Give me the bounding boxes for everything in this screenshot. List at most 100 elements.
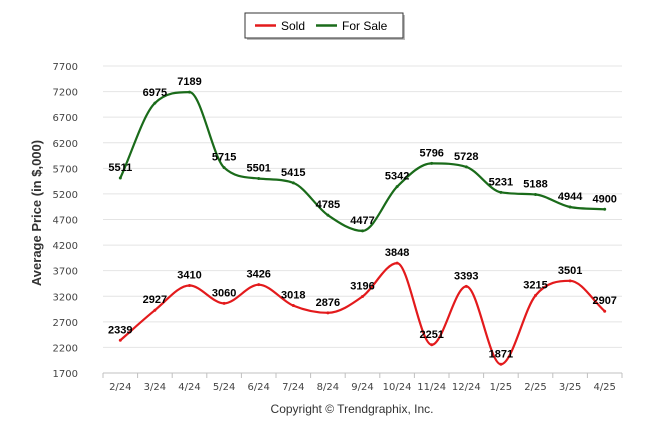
data-point-sold: [603, 309, 607, 313]
y-tick-label: 1700: [53, 369, 78, 380]
data-point-for-sale: [464, 165, 468, 169]
y-tick-label: 7700: [53, 62, 78, 73]
data-point-for-sale: [188, 90, 191, 94]
data-point-for-sale: [361, 229, 364, 233]
data-label-for-sale: 5511: [108, 162, 132, 174]
x-tick-label: 2/24: [109, 382, 131, 393]
x-tick-label: 4/24: [178, 382, 200, 393]
data-point-sold: [291, 304, 295, 308]
x-axis: 2/24 3/24 4/24 5/24 6/24 7/24 8/24 9/24 10/24 11/…: [102, 372, 623, 393]
y-tick-label: 2700: [53, 318, 78, 329]
data-label-sold: 2339: [108, 324, 132, 336]
data-point-sold: [222, 301, 226, 305]
x-tick-label: 2/25: [524, 382, 546, 393]
data-point-for-sale: [257, 177, 261, 181]
data-label-sold: 2876: [316, 297, 340, 309]
data-label-sold: 1871: [489, 348, 513, 360]
data-point-sold: [326, 311, 330, 315]
x-tick-label: 7/24: [282, 382, 304, 393]
data-label-for-sale: 4900: [592, 193, 616, 205]
y-tick-label: 6200: [53, 139, 78, 150]
data-point-sold: [395, 261, 399, 265]
data-point-for-sale: [222, 166, 226, 170]
x-tick-label: 3/24: [144, 382, 166, 393]
data-point-for-sale: [326, 213, 330, 217]
y-tick-label: 3700: [53, 267, 78, 278]
data-point-for-sale: [153, 101, 157, 105]
series-sold: 2339 2927 3410 3060 3426 3018 2876 3196 3848 2251…: [108, 247, 617, 366]
data-point-sold: [257, 283, 261, 287]
y-tick-label: 4700: [53, 216, 78, 227]
data-label-sold: 3060: [212, 287, 236, 299]
data-label-for-sale: 4785: [316, 199, 340, 211]
x-tick-label: 11/24: [417, 382, 446, 393]
data-label-for-sale: 5415: [281, 167, 305, 179]
x-tick-label: 8/24: [317, 382, 339, 393]
y-tick-label: 3200: [53, 292, 78, 303]
data-point-for-sale: [603, 207, 607, 211]
data-point-sold: [568, 279, 572, 283]
data-label-for-sale: 5715: [212, 152, 236, 164]
y-tick-label: 4200: [53, 241, 78, 252]
data-label-sold: 2927: [143, 294, 167, 306]
data-label-sold: 2251: [419, 329, 443, 341]
data-point-sold: [188, 284, 191, 288]
data-label-sold: 3426: [246, 269, 270, 281]
data-point-for-sale: [118, 176, 122, 180]
data-point-sold: [361, 294, 364, 298]
data-label-for-sale: 6975: [143, 87, 167, 99]
data-point-for-sale: [291, 181, 295, 185]
data-label-for-sale: 5501: [246, 163, 270, 175]
series-for-sale: 5511 6975 7189 5715 5501 5415 4785 4477 5342 5796…: [108, 76, 617, 233]
data-label-sold: 3196: [350, 280, 374, 292]
data-point-sold: [534, 293, 537, 297]
data-point-sold: [499, 362, 503, 366]
data-label-sold: 3410: [177, 270, 201, 282]
data-label-sold: 3215: [523, 279, 547, 291]
data-point-for-sale: [395, 185, 399, 189]
data-label-sold: 2907: [592, 295, 616, 307]
x-tick-label: 3/25: [559, 382, 581, 393]
y-tick-label: 2200: [53, 343, 78, 354]
legend[interactable]: Sold For Sale: [244, 12, 405, 40]
data-point-for-sale: [430, 161, 434, 165]
data-label-for-sale: 5231: [489, 176, 513, 188]
x-tick-label: 6/24: [247, 382, 269, 393]
data-label-for-sale: 5342: [385, 171, 409, 183]
data-label-for-sale: 4477: [350, 215, 374, 227]
data-label-for-sale: 7189: [177, 76, 201, 88]
series-line-sold: [119, 262, 606, 366]
data-point-sold: [430, 343, 434, 347]
x-tick-label: 5/24: [213, 382, 235, 393]
data-label-for-sale: 4944: [558, 191, 583, 203]
data-label-for-sale: 5188: [523, 179, 547, 191]
data-label-for-sale: 5728: [454, 151, 478, 163]
data-point-for-sale: [534, 193, 537, 197]
data-label-sold: 3018: [281, 290, 305, 302]
y-tick-label: 7200: [53, 88, 78, 99]
y-tick-label: 5200: [53, 190, 78, 201]
legend-label-for-sale: For Sale: [342, 19, 388, 33]
x-tick-label: 1/25: [490, 382, 512, 393]
data-point-sold: [153, 308, 157, 312]
data-label-for-sale: 5796: [419, 147, 443, 159]
data-point-for-sale: [499, 190, 503, 194]
x-tick-label: 9/24: [351, 382, 373, 393]
y-axis: 1700 2200 2700 3200 3700 4200 4700 5200 5700 6200…: [53, 62, 78, 380]
x-tick-label: 10/24: [383, 382, 412, 393]
y-axis-title: Average Price (in $,000): [29, 140, 44, 286]
data-label-sold: 3848: [385, 247, 409, 259]
copyright-credit: Copyright © Trendgraphix, Inc.: [271, 402, 434, 416]
series: 2339 2927 3410 3060 3426 3018 2876 3196 3848 2251…: [108, 76, 617, 366]
y-tick-label: 5700: [53, 164, 78, 175]
data-point-for-sale: [568, 205, 572, 209]
y-tick-label: 6700: [53, 113, 78, 124]
x-tick-label: 4/25: [593, 382, 615, 393]
legend-label-sold: Sold: [281, 19, 305, 33]
x-tick-label: 12/24: [452, 382, 481, 393]
data-label-sold: 3501: [558, 265, 582, 277]
data-label-sold: 3393: [454, 270, 478, 282]
data-point-sold: [118, 338, 122, 342]
data-point-sold: [464, 284, 468, 288]
